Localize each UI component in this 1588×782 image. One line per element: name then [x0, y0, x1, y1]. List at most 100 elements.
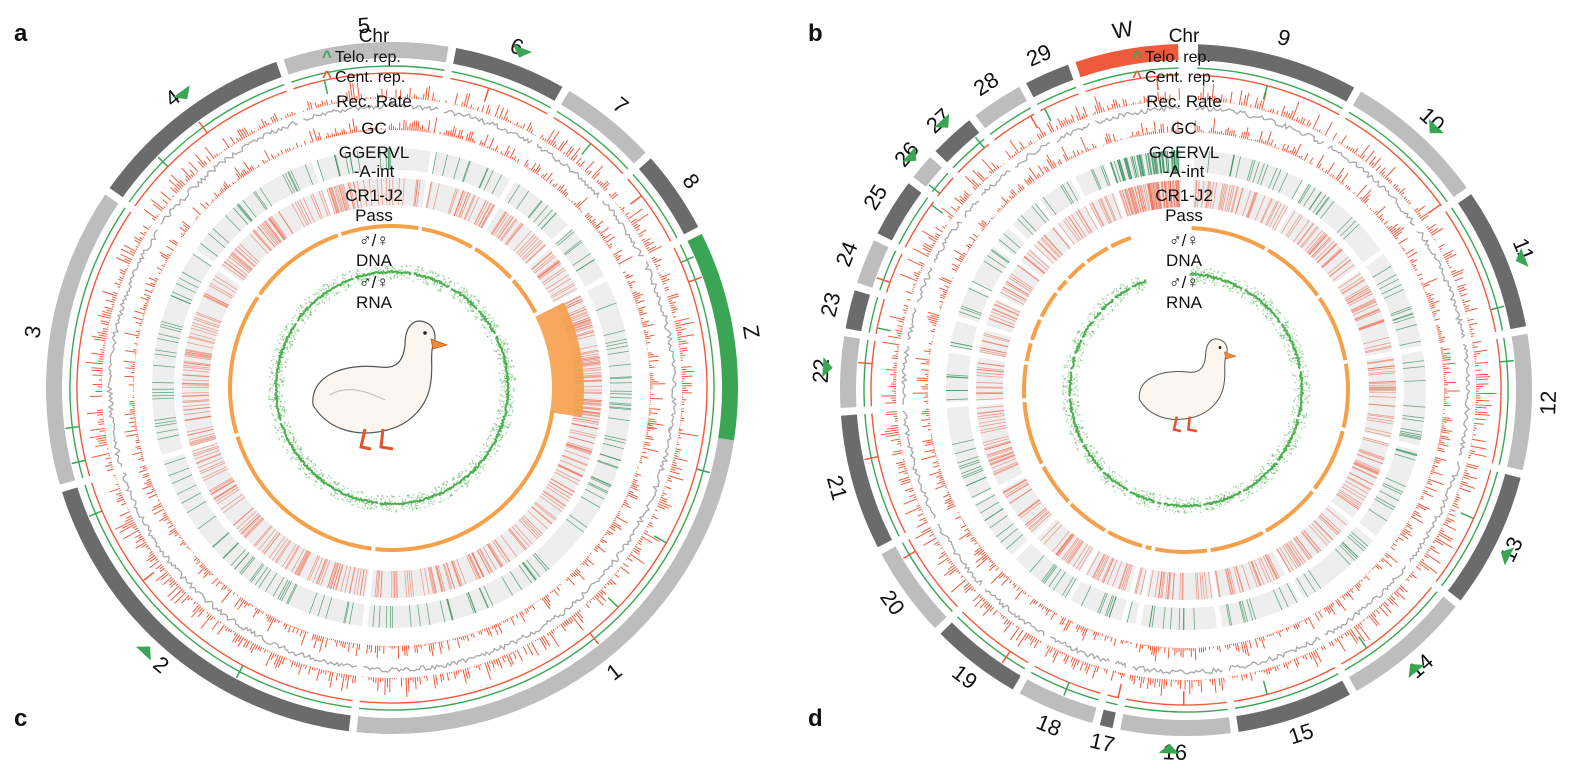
rna-dot [504, 383, 507, 386]
rna-dot [316, 477, 319, 480]
rec-rate-bar [611, 523, 623, 531]
rec-rate-bar [500, 116, 503, 120]
rec-rate-bar [618, 510, 621, 513]
rec-rate-bar [507, 120, 510, 123]
rna-dot [498, 432, 500, 435]
rec-rate-bar [1425, 552, 1441, 564]
rec-rate-bar [1415, 566, 1422, 571]
rna-dot [299, 450, 301, 453]
rec-rate-bar [137, 244, 140, 246]
cr1-tick [505, 223, 524, 246]
rec-rate-bar [1423, 489, 1429, 493]
rna-dot [296, 329, 298, 332]
rna-dot [439, 492, 442, 495]
cr1-tick [570, 429, 597, 437]
data-tracks-left [65, 65, 715, 711]
rna-dot [291, 343, 294, 346]
ggervl-tick [533, 205, 549, 223]
rec-rate-bar [307, 666, 312, 675]
rec-rate-bar [581, 562, 585, 566]
rec-rate-bar [466, 667, 471, 679]
cr1-tick [566, 441, 593, 451]
rna-dot [1290, 447, 1293, 450]
rna-dot [334, 490, 336, 493]
rec-rate-bar [128, 421, 137, 424]
rna-dot [293, 338, 296, 341]
cr1-tick [186, 426, 214, 433]
rec-rate-bar [235, 173, 241, 180]
rna-dot [1289, 350, 1291, 353]
cr1-tick [271, 215, 288, 239]
rec-rate-bar [1394, 184, 1399, 189]
rna-dot [1296, 354, 1298, 357]
ggervl-tick [1383, 288, 1405, 299]
cr1-band [1336, 271, 1393, 357]
rec-rate-bar [626, 494, 638, 500]
rna-dot [497, 444, 499, 447]
rec-rate-bar [1442, 417, 1451, 419]
rna-dot [357, 496, 360, 499]
rna-dot [376, 267, 378, 270]
rec-rate-bar [290, 660, 294, 668]
rec-rate-bar [291, 112, 294, 116]
cr1-tick [1248, 192, 1259, 219]
rna-dot [471, 294, 473, 296]
rec-rate-bar [203, 569, 210, 575]
cr1-tick [1296, 222, 1314, 245]
rna-dot [363, 277, 366, 280]
repeat-spike [1490, 305, 1505, 311]
rec-rate-bar [269, 616, 273, 623]
rna-dot [501, 355, 504, 358]
rec-rate-bar [1402, 529, 1413, 537]
rec-rate-bar [299, 629, 303, 637]
rec-rate-bar [257, 128, 260, 131]
rec-rate-bar [486, 661, 491, 672]
cr1-tick [477, 202, 492, 227]
cr1-tick [362, 569, 368, 597]
rna-dot [502, 360, 505, 363]
rna-dot [1299, 343, 1301, 345]
rna-dot [341, 489, 344, 491]
rec-rate-bar [236, 129, 244, 140]
rec-rate-bar [266, 614, 270, 620]
cr1-tick [571, 423, 599, 430]
cr1-tick [1368, 370, 1396, 374]
rna-dot [278, 371, 280, 374]
rec-rate-bar [532, 168, 535, 173]
rna-dot [284, 401, 286, 403]
rna-dot [280, 338, 282, 340]
rna-dot [1271, 311, 1274, 313]
rec-rate-bar [431, 92, 435, 101]
rna-dot [312, 301, 314, 304]
rna-dot [301, 319, 304, 321]
cr1-tick [539, 263, 562, 280]
rec-rate-bar [338, 673, 341, 677]
ggervl-tick [409, 605, 412, 628]
rna-dot [388, 507, 391, 510]
rec-rate-bar [1441, 352, 1451, 355]
gc-line [1327, 145, 1415, 227]
rec-rate-bar [167, 253, 171, 257]
rna-dot [368, 498, 371, 501]
rec-rate-bar [1289, 110, 1294, 120]
rna-dot [365, 495, 368, 498]
rna-dot [1297, 409, 1300, 412]
rna-dot [1303, 382, 1306, 384]
cr1-tick [471, 552, 485, 578]
rna-dot [1300, 407, 1303, 409]
rna-dot [1305, 382, 1308, 385]
rec-rate-bar [107, 468, 114, 472]
rec-rate-bar [158, 272, 161, 275]
rec-rate-bar [266, 160, 269, 162]
rec-rate-bar [1471, 438, 1486, 443]
cr1-tick [186, 341, 214, 349]
rna-dot [279, 386, 281, 388]
rna-dot [485, 327, 488, 329]
rec-rate-bar [671, 311, 676, 314]
rec-rate-bar [1282, 111, 1286, 117]
rna-dot [1290, 448, 1293, 451]
cr1-tick [234, 248, 256, 268]
rec-rate-bar [1415, 506, 1419, 509]
rec-rate-bar [150, 199, 164, 210]
rna-dot [1295, 433, 1297, 435]
